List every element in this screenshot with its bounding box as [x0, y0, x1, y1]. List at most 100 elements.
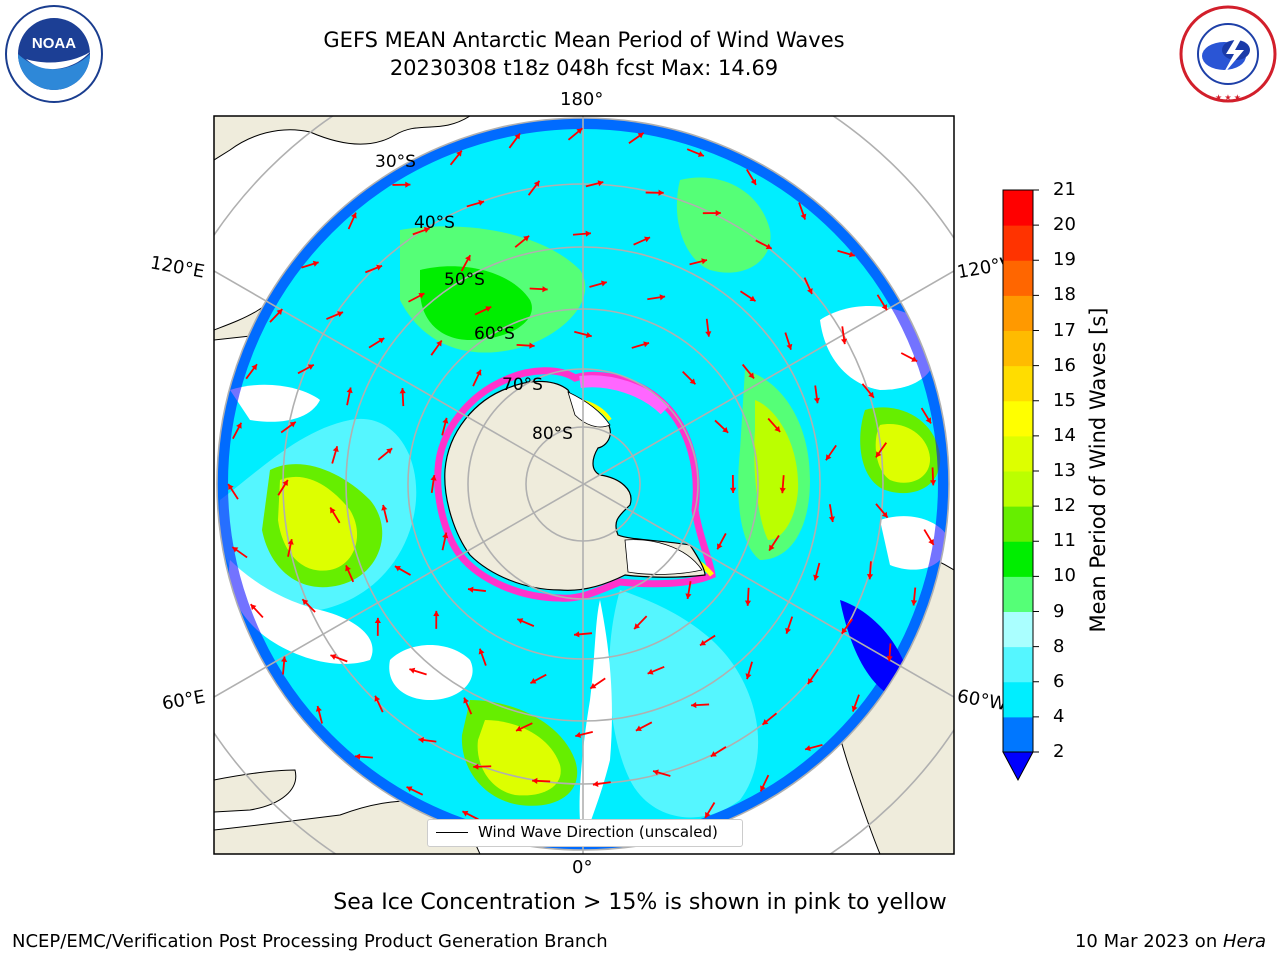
colorbar-tick-label: 12 [1053, 495, 1076, 517]
wave-arrow-head [697, 151, 704, 157]
wave-arrow-head [462, 810, 469, 817]
wave-arrow-head [374, 695, 381, 702]
footer-date: 10 Mar 2023 on Hera [1075, 931, 1266, 952]
lon-label-180: 180° [560, 89, 604, 110]
wave-arrow-head [418, 736, 424, 744]
map-legend: Wind Wave Direction (unscaled) [427, 819, 743, 847]
lat-label-80s: 80°S [532, 424, 573, 444]
colorbar-tick-label: 18 [1053, 284, 1076, 306]
wave-arrow-head [769, 544, 775, 551]
wave-arrow-head [886, 656, 893, 662]
wave-arrow-head [881, 304, 887, 311]
lat-label-30s: 30°S [375, 152, 416, 172]
wave-arrow-head [374, 617, 381, 624]
wave-arrow-head [813, 397, 820, 404]
wave-arrow-head [658, 189, 664, 196]
wave-arrow-head [465, 255, 471, 262]
wave-arrow-head [406, 786, 413, 792]
colorbar-bin [1003, 365, 1033, 402]
noaa-logo-text: NOAA [32, 35, 76, 52]
colorbar-tick-label: 6 [1053, 670, 1065, 692]
wave-arrow-head [691, 701, 697, 709]
wave-arrow-head [634, 623, 640, 630]
wave-arrow-head [851, 705, 858, 712]
wave-arrow-head [330, 507, 336, 514]
wave-arrow-head [929, 480, 937, 486]
wave-arrow-head [332, 446, 339, 453]
wave-arrow-head [399, 388, 406, 394]
colorbar-tick-label: 13 [1053, 460, 1076, 481]
noaa-logo-icon: NOAA [5, 5, 103, 103]
wave-arrow-head [653, 769, 659, 776]
wave-arrow-head [346, 387, 353, 394]
wave-arrow-head [276, 309, 283, 315]
wave-arrow-head [394, 566, 401, 572]
wave-arrow-head [337, 311, 344, 317]
colorbar-tick-label: 21 [1053, 179, 1076, 200]
colorbar-bin [1003, 541, 1033, 577]
colorbar-tick-label: 17 [1053, 319, 1076, 341]
wave-arrow-head [807, 288, 813, 295]
wave-arrow-head [585, 230, 591, 237]
wave-arrow-head [354, 753, 361, 760]
wave-arrow-head [282, 480, 288, 487]
wave-arrow-head [744, 600, 752, 606]
wave-arrow-head [779, 487, 786, 494]
wave-arrow-head [532, 777, 538, 784]
wave-arrow-head [517, 618, 524, 624]
sea-ice-caption: Sea Ice Concentration > 15% is shown in … [333, 890, 947, 915]
wave-arrow-head [597, 180, 604, 187]
wave-arrow-head [841, 627, 848, 634]
wave-arrow-head [530, 678, 537, 684]
wave-arrow-head [722, 426, 729, 433]
polar-map [213, 115, 955, 855]
colorbar-bin [1003, 190, 1033, 226]
wave-arrow-head [600, 280, 607, 287]
wave-arrow-head [378, 338, 385, 344]
wave-arrow-head [710, 751, 717, 757]
wave-arrow-head [575, 731, 582, 738]
wave-arrow-head [635, 725, 642, 732]
wave-arrow-head [436, 340, 442, 347]
wave-arrow-head [748, 372, 755, 379]
colorbar-bin [1003, 646, 1033, 683]
colorbar-tick-label: 20 [1053, 214, 1076, 236]
wave-arrow-head [745, 673, 752, 680]
wave-arrow-head [405, 181, 411, 188]
wave-arrow-head [828, 516, 835, 522]
wave-arrow-head [813, 574, 820, 581]
colorbar-tick-label: 2 [1053, 741, 1065, 762]
wave-arrow-head [700, 639, 707, 646]
wave-arrow-head [705, 811, 711, 818]
colorbar-bin [1003, 260, 1033, 296]
footer-date-text: 10 Mar 2023 on [1074, 931, 1223, 952]
wave-arrow-head [232, 547, 239, 553]
colorbar-tick-label: 19 [1053, 249, 1076, 271]
wave-arrow-head [345, 565, 351, 572]
colorbar-tick-label: 11 [1053, 530, 1076, 552]
colorbar-tick-label: 16 [1053, 354, 1076, 376]
wave-arrow-head [423, 227, 430, 233]
wave-arrow-head [386, 448, 393, 454]
wave-arrow-head [637, 132, 644, 139]
wave-arrow-head [849, 251, 855, 258]
colorbar-bin [1003, 471, 1033, 507]
wave-arrow-head [644, 236, 651, 243]
wave-arrow-head [774, 426, 781, 432]
wave-arrow-head [715, 209, 721, 217]
wind-wave-arrows [227, 127, 937, 838]
colorbar-bin [1003, 576, 1033, 612]
wave-arrow-head [786, 343, 793, 350]
wave-arrow-head [785, 627, 792, 634]
wave-arrow-head [312, 260, 319, 267]
map-title: GEFS MEAN Antarctic Mean Period of Wind … [323, 28, 845, 52]
wave-arrow-head [868, 391, 874, 398]
wave-arrow-head [473, 763, 479, 770]
colorbar-tick-label: 15 [1053, 389, 1076, 411]
wave-arrow-head [433, 610, 440, 617]
lat-label-40s: 40°S [414, 213, 455, 233]
wave-arrow-head [750, 178, 757, 185]
colorbar-tick-label: 4 [1053, 705, 1065, 727]
colorbar-bin [1003, 716, 1033, 753]
wave-arrow-head [418, 293, 425, 299]
